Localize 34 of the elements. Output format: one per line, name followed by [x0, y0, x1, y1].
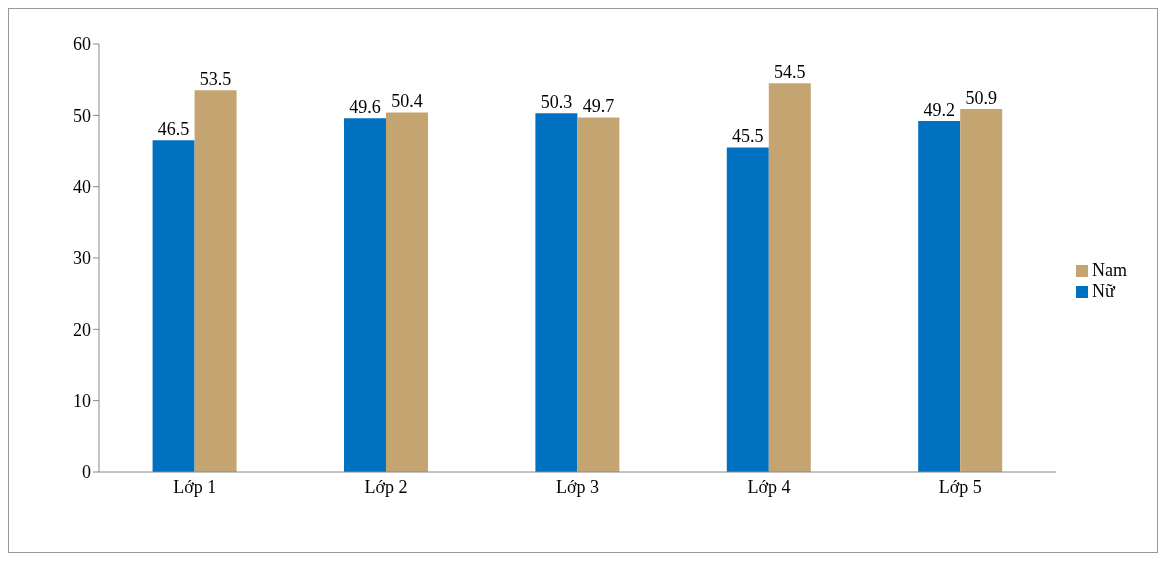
data-label: 45.5 [732, 126, 764, 147]
x-tick-label: Lớp 1 [173, 476, 217, 497]
x-tick-label: Lớp 2 [364, 476, 408, 497]
bar [918, 121, 961, 472]
data-label: 49.6 [349, 97, 381, 118]
bar [535, 113, 578, 472]
bar [385, 112, 428, 472]
bar [768, 83, 811, 472]
bar [960, 108, 1003, 472]
y-tick-label: 50 [73, 105, 91, 126]
data-label: 50.3 [540, 92, 573, 113]
data-label: 49.7 [582, 96, 615, 117]
x-tick-label: Lớp 3 [555, 476, 600, 497]
x-tick-label: Lớp 4 [747, 476, 791, 497]
data-label: 53.5 [199, 69, 232, 90]
y-tick-label: 30 [73, 248, 91, 269]
data-label: 50.9 [965, 87, 997, 108]
data-label: 49.2 [923, 100, 955, 121]
data-label: 54.5 [774, 62, 806, 83]
bar [577, 117, 620, 472]
bar [343, 118, 386, 472]
bar [152, 140, 195, 472]
data-label: 46.5 [157, 119, 190, 140]
y-tick-label: 60 [73, 34, 91, 55]
legend-label: Nam [1092, 259, 1127, 280]
legend-label: Nữ [1092, 280, 1115, 301]
y-tick-label: 40 [73, 177, 91, 198]
data-label: 50.4 [391, 91, 423, 112]
y-tick-label: 20 [73, 319, 91, 340]
y-tick-label: 10 [73, 391, 91, 412]
bar [194, 90, 237, 472]
y-tick-label: 0 [82, 462, 91, 483]
bar [726, 147, 769, 472]
x-tick-label: Lớp 5 [938, 476, 982, 497]
